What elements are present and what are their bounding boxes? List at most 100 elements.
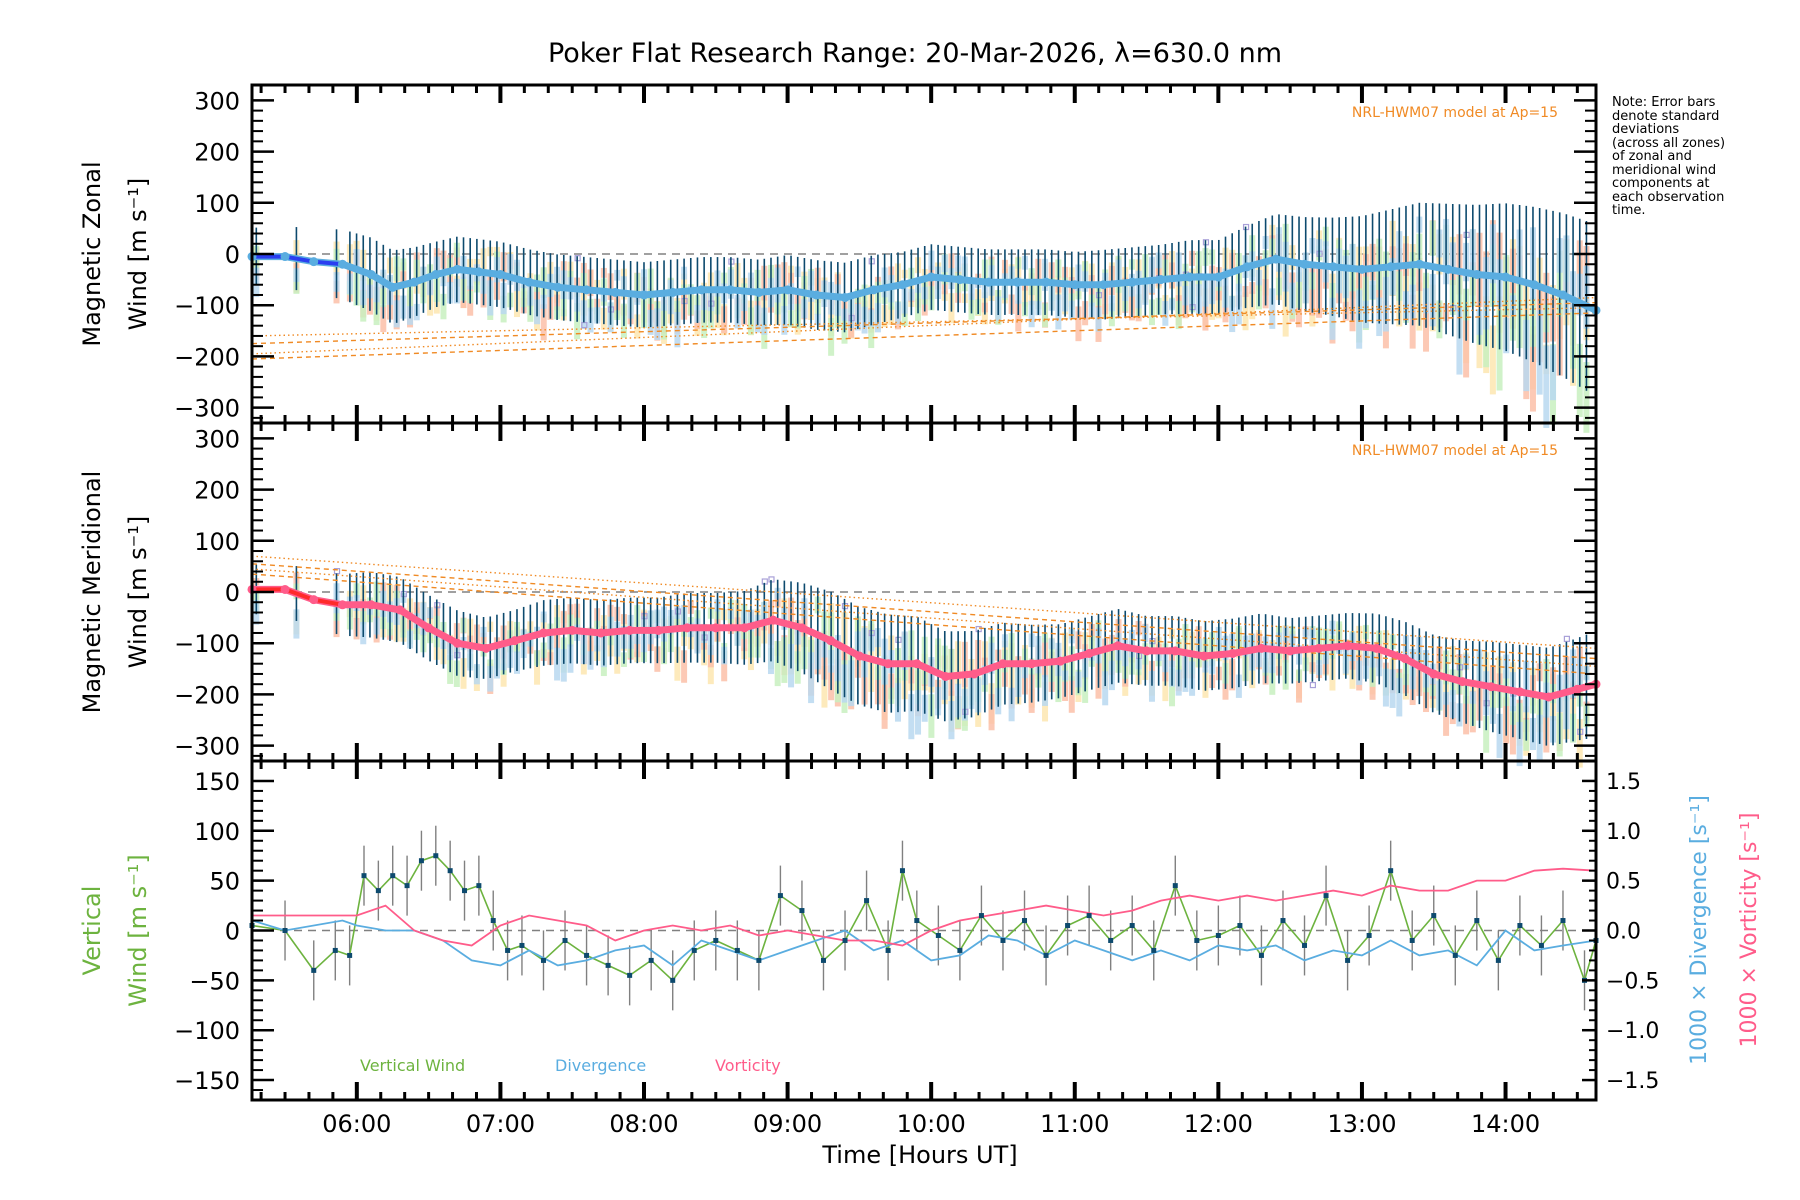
mean-wind-point [1386,262,1396,272]
mean-wind-point [941,672,951,681]
mean-wind-point [452,264,462,274]
zone-point [1489,325,1496,395]
vertical-wind-point [447,868,453,874]
mean-wind-point [768,615,778,625]
y-tick-label: −300 [174,395,240,423]
zone-point [1148,670,1155,702]
zone-point [1269,288,1276,329]
vertical-wind-point [375,888,381,894]
mean-wind-point [1443,264,1453,274]
mean-wind-point [1070,280,1080,290]
panel-vertical: Vertical Wind Divergence Vorticity 1.5 1.0 0.… [78,759,1762,1138]
mean-wind-point [783,285,793,295]
vertical-wind-point [519,942,525,948]
mean-wind-point [668,287,678,297]
vertical-wind-point [584,952,590,958]
mean-wind-point [1228,648,1238,658]
vertical-wind-point [540,957,546,963]
mean-wind-early-line [252,587,343,607]
vertical-wind-point [605,962,611,968]
x-tick-label: 12:00 [1184,1110,1253,1138]
note-line: deviations [1612,122,1680,137]
mean-wind-point [998,659,1008,669]
zone-point [1075,306,1082,342]
vertical-wind-point [390,873,396,879]
mean-wind-point [682,623,692,633]
model-line [251,312,1597,360]
vertical-wind-point [1043,952,1049,958]
zone-point [828,318,835,356]
mean-wind-early-line [252,254,343,267]
mean-wind-point [567,625,577,635]
vertical-wind-point [820,957,826,963]
y-tick-label: 200 [194,477,240,505]
vertical-wind-point [1538,942,1544,948]
vertical-wind-point [462,888,468,894]
y-tick-label: −200 [174,343,240,371]
panel-zonal: NRL-HWM07 model at Ap=15 300 200 100 0 −100 −2… [78,83,1601,433]
zone-point [1042,303,1049,328]
mean-wind-point [811,290,821,300]
mean-wind-point [1242,262,1252,272]
zone-point [1095,307,1102,332]
mean-wind-point [309,595,319,605]
mean-wind-point [826,636,836,646]
x-tick-label: 06:00 [322,1110,391,1138]
panel-meridional: NRL-HWM07 model at Ap=15 300 200 100 0 −100 −2… [78,421,1601,768]
mean-wind-point [639,290,649,300]
zone-point [1496,309,1503,391]
y-tick-label: 100 [194,818,240,846]
mean-wind-point [854,651,864,661]
vertical-wind-point [505,947,511,953]
vertical-wind-point [1345,957,1351,963]
zone-point [721,650,728,682]
vertical-wind-point [1302,942,1308,948]
vertical-wind-point [957,947,963,953]
right-y-tick-label: 0.5 [1606,870,1641,895]
vertical-wind-point [282,928,288,933]
zone-point [380,305,387,333]
vertical-wind-point [562,937,568,943]
right-y-tick-label: −1.5 [1606,1069,1659,1094]
x-tick-label: 13:00 [1327,1110,1396,1138]
mean-wind-point [1098,280,1108,290]
x-tick-label: 10:00 [897,1110,966,1138]
zone-point [1329,297,1336,340]
mean-wind-point [1400,654,1410,664]
zone-point [487,665,494,692]
mean-wind-point [1300,259,1310,269]
vertical-wind-point [1560,918,1566,924]
zone-point [1015,300,1022,332]
vertical-wind-point [1323,893,1329,899]
mean-wind-point [1544,692,1554,702]
chart-title: Poker Flat Research Range: 20-Mar-2026, … [548,38,1282,69]
vertical-wind-point [1431,913,1437,919]
zone-point [674,312,681,348]
vertical-wind-point [864,898,870,904]
x-tick-label: 07:00 [466,1110,535,1138]
note-line: Note: Error bars [1612,95,1716,110]
zone-point [1202,301,1209,331]
zone-point [1576,719,1583,768]
zone-point [674,646,681,681]
vertical-wind-point [476,883,482,889]
zone-point [908,694,915,740]
y-axis-label-line2: Wind [m s⁻¹] [124,854,152,1006]
zone-point [1396,677,1403,717]
right-y-tick-label: −1.0 [1606,1019,1659,1044]
zone-point [534,651,541,685]
mean-wind-point [711,623,721,633]
zone-point [868,311,875,349]
y-tick-label: 50 [209,868,240,896]
vertical-wind-point [914,918,920,924]
right-axis-label-vorticity: 1000 × Vorticity [s⁻¹] [1737,813,1762,1048]
x-tick-label: 14:00 [1471,1110,1540,1138]
vertical-wind-point [1495,957,1501,963]
mean-wind-point [1314,643,1324,653]
y-axis-label-line1: Magnetic Meridional [78,471,106,714]
zone-point [560,649,567,682]
legend-vertical-wind: Vertical Wind [360,1056,465,1075]
y-tick-label: −200 [174,681,240,709]
vertical-wind-point [1151,947,1157,953]
mean-wind-point [1027,659,1037,669]
